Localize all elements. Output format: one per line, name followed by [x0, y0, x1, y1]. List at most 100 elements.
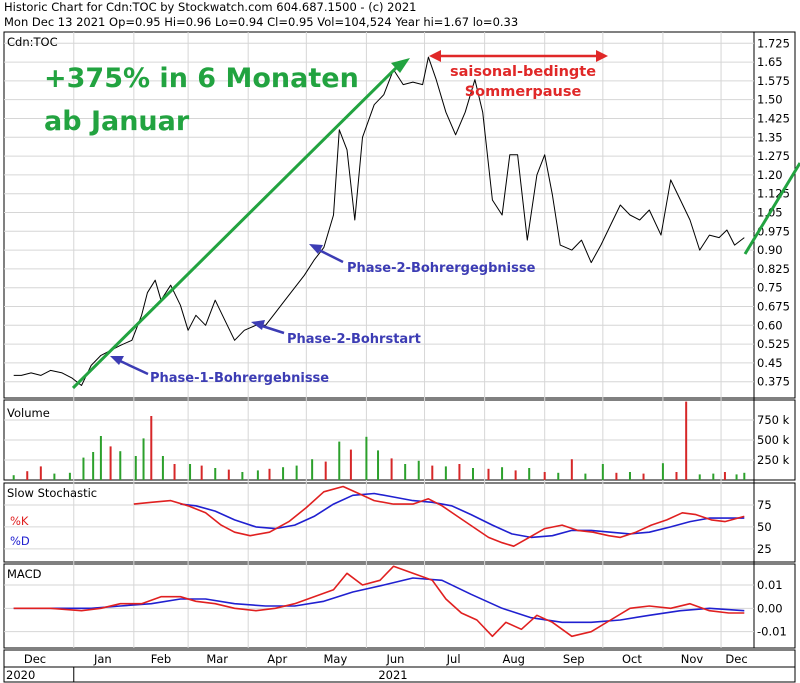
volume-bar — [227, 469, 230, 480]
volume-bar — [200, 465, 203, 480]
macd-panel-frame — [3, 563, 796, 649]
month-label: Oct — [622, 652, 642, 666]
month-label: Jan — [93, 652, 112, 666]
volume-bar — [458, 464, 461, 480]
volume-bar — [528, 468, 531, 480]
phase2-results-arrow — [316, 247, 344, 264]
volume-bar — [214, 468, 217, 480]
price-tick-label: 1.425 — [757, 111, 790, 125]
volume-bar — [324, 461, 327, 480]
volume-bar — [444, 466, 447, 480]
month-label: Feb — [151, 652, 171, 666]
volume-bar — [142, 438, 145, 480]
header-line-1: Historic Chart for Cdn:TOC by Stockwatch… — [4, 0, 416, 14]
phase2-start-label: Phase-2-Bohrstart — [287, 332, 421, 347]
macd-tick-label: 0.01 — [757, 578, 783, 592]
stochastic-tick-label: 75 — [757, 498, 772, 512]
macd-line — [13, 565, 745, 638]
volume-bar — [161, 456, 164, 480]
phase1-label: Phase-1-Bohrergebnisse — [150, 371, 329, 386]
volume-bar — [642, 473, 645, 480]
trend-arrow-head — [391, 58, 410, 73]
volume-bar — [735, 474, 738, 480]
stochastic-tick-label: 25 — [757, 542, 772, 556]
volume-bar — [501, 467, 504, 480]
volume-bar — [109, 446, 112, 480]
price-tick-label: 1.65 — [757, 55, 783, 69]
price-tick-label: 1.50 — [757, 93, 783, 107]
headline-gain: +375% in 6 Monaten — [44, 63, 359, 94]
volume-bar — [349, 449, 352, 480]
volume-bar — [311, 459, 314, 480]
volume-bar — [338, 441, 341, 480]
volume-bar — [584, 473, 587, 480]
price-tick-label: 1.35 — [757, 130, 783, 144]
price-tick-label: 0.975 — [757, 224, 790, 238]
volume-bar — [295, 465, 298, 480]
year-label: 2021 — [378, 668, 407, 682]
macd-panel-label: MACD — [7, 567, 42, 581]
volume-bar — [256, 470, 259, 480]
volume-bar — [628, 472, 631, 480]
stoch-k-line — [133, 485, 745, 548]
chart-marks — [12, 56, 746, 638]
stochastic-tick-label: 50 — [757, 520, 772, 534]
phase2-start-arrow — [258, 323, 285, 335]
volume-bar — [377, 450, 380, 480]
month-label: Jun — [385, 652, 404, 666]
price-line — [13, 56, 745, 386]
volume-panel-label: Volume — [7, 406, 50, 420]
price-tick-label: 1.20 — [757, 168, 783, 182]
phase2-results-label: Phase-2-Bohrergegbnisse — [347, 261, 536, 276]
volume-bar — [404, 464, 407, 480]
stochastic-panel-frame — [3, 482, 796, 563]
month-label: Jul — [446, 652, 461, 666]
month-label: Apr — [267, 652, 287, 666]
volume-bar — [471, 468, 474, 480]
price-tick-label: 0.90 — [757, 243, 783, 257]
year-axis-frame — [3, 666, 796, 683]
price-panel-frame — [3, 31, 796, 399]
macd-tick-label: -0.01 — [757, 625, 787, 639]
trend-arrow-line — [71, 62, 402, 390]
price-tick-label: 0.45 — [757, 356, 783, 370]
price-tick-label: 0.375 — [757, 375, 790, 389]
month-label: Sep — [563, 652, 585, 666]
volume-bar — [365, 436, 368, 480]
price-tick-label: 0.525 — [757, 337, 790, 351]
price-tick-label: 0.675 — [757, 300, 790, 314]
macd-tick-label: 0.00 — [757, 601, 783, 615]
volume-bar — [39, 466, 42, 480]
phase1-arrow-head — [110, 356, 124, 365]
volume-bar — [712, 473, 715, 480]
stoch-k-legend: %K — [10, 514, 29, 528]
year-label: 2020 — [6, 668, 35, 682]
month-label: Nov — [681, 652, 704, 666]
seasonal-label-1: saisonal-bedingte — [450, 64, 596, 80]
volume-bar — [601, 464, 604, 480]
volume-bar — [615, 472, 618, 480]
month-label: Dec — [725, 652, 747, 666]
headline-since: ab Januar — [44, 106, 190, 137]
stoch-d-legend: %D — [10, 534, 30, 548]
volume-bar — [417, 460, 420, 480]
volume-bar — [487, 468, 490, 480]
volume-bar — [268, 468, 271, 480]
price-tick-label: 1.725 — [757, 36, 790, 50]
volume-bar — [53, 473, 56, 480]
volume-bar — [431, 465, 434, 480]
summer-break-arrow-right — [596, 50, 608, 62]
macd-signal-line — [13, 577, 745, 624]
seasonal-label-2: Sommerpause — [465, 84, 582, 100]
volume-bar — [743, 472, 746, 480]
month-label: Mar — [206, 652, 228, 666]
volume-bar — [134, 456, 137, 480]
phase2-start-arrow-head — [251, 320, 265, 330]
volume-bar — [698, 474, 701, 480]
price-tick-label: 0.75 — [757, 281, 783, 295]
volume-bar — [189, 464, 192, 480]
phase1-arrow — [117, 358, 149, 376]
volume-bar — [119, 451, 122, 480]
price-tick-label: 1.575 — [757, 74, 790, 88]
volume-bar — [570, 459, 573, 480]
